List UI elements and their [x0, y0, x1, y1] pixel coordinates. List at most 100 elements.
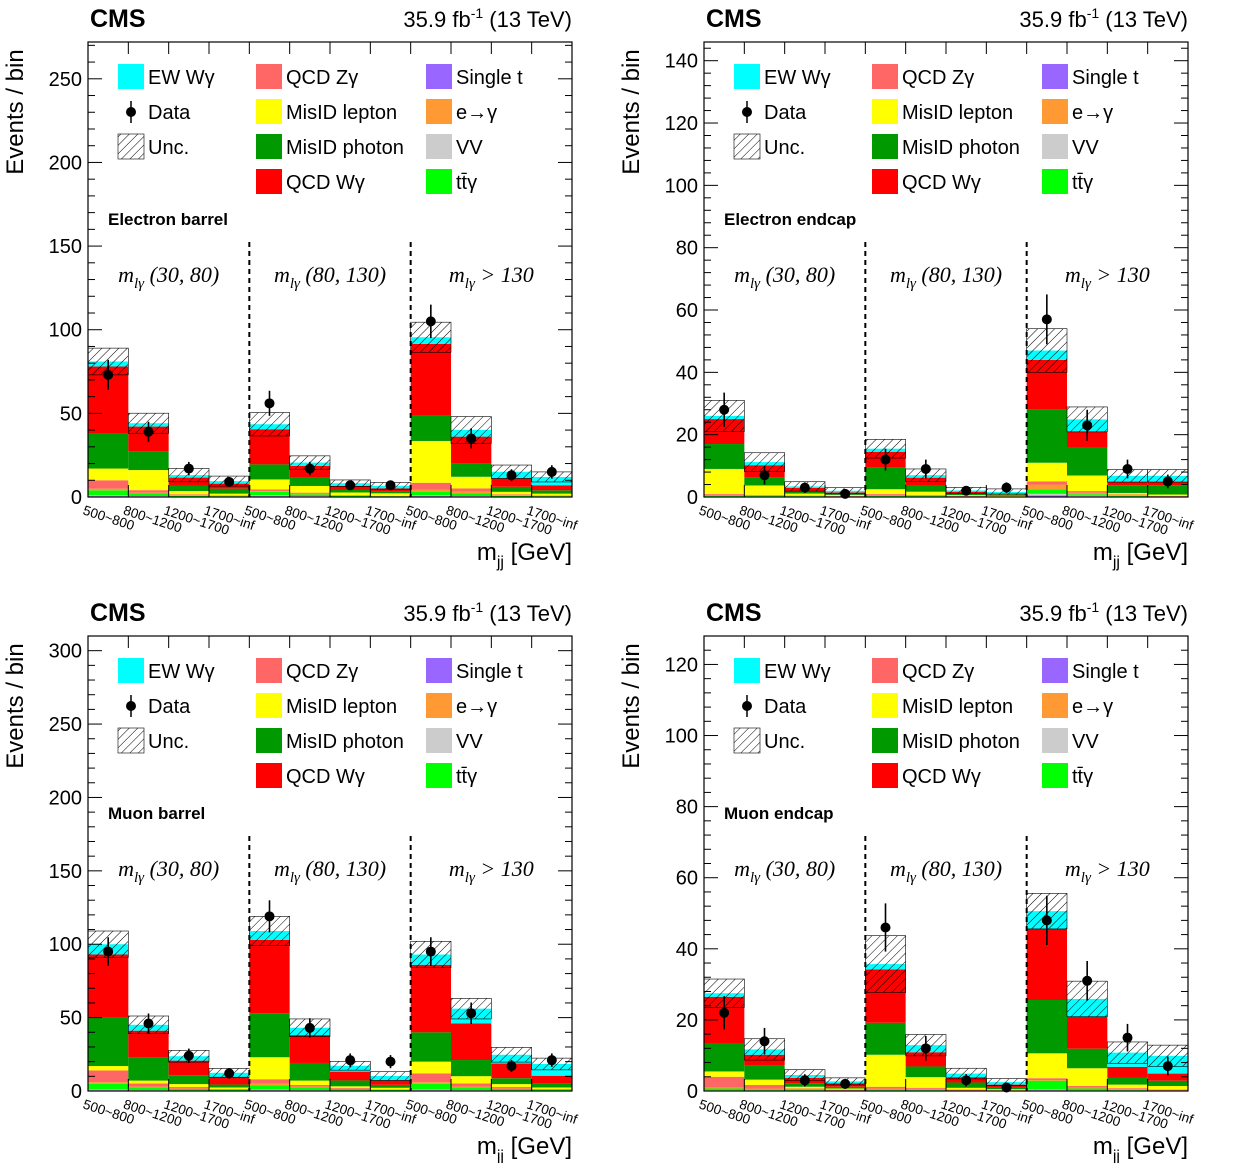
bar-segment — [905, 1066, 946, 1078]
data-point — [920, 463, 931, 474]
legend-label-vv: VV — [1072, 731, 1099, 753]
bar-segment — [704, 493, 745, 495]
data-point — [183, 1050, 194, 1061]
region-range: > 130 — [475, 262, 534, 287]
data-point — [103, 369, 114, 380]
bar-segment — [491, 494, 532, 496]
y-tick-label: 250 — [49, 69, 82, 91]
bar-segment — [905, 495, 946, 497]
legend-swatch-st — [426, 64, 452, 89]
y-tick-label: 120 — [665, 113, 698, 135]
bar-segment — [531, 495, 572, 496]
data-point — [880, 922, 891, 933]
bar-segment — [1067, 491, 1108, 493]
legend-label-st: Single t — [1072, 661, 1139, 683]
legend-label-unc: Unc. — [764, 731, 805, 753]
bar-segment — [825, 1088, 866, 1090]
region-var-sub: lγ — [134, 870, 145, 886]
legend-label-misp: MisID photon — [902, 731, 1020, 753]
x-axis-label: mjj [GeV] — [1093, 539, 1188, 571]
bar-segment — [249, 489, 290, 492]
bar-segment — [128, 1086, 169, 1088]
data-point — [880, 454, 891, 465]
bar-segment — [865, 495, 906, 497]
legend-label-qcdz: QCD Zγ — [286, 661, 358, 683]
lumi-unit-exp: -1 — [471, 5, 484, 21]
legend-swatch-st — [426, 658, 452, 683]
legend-swatch-eg — [1042, 99, 1068, 124]
bar-segment — [168, 1060, 209, 1076]
data-point — [546, 466, 557, 477]
legend-swatch-misp — [256, 728, 282, 753]
bar-segment — [209, 493, 250, 496]
region-var: m — [449, 262, 465, 287]
bar-segment — [289, 494, 330, 496]
bar-segment — [289, 493, 330, 495]
bar-segment — [1107, 1077, 1148, 1085]
bar-segment — [330, 495, 371, 497]
cms-label: CMS — [706, 5, 762, 33]
bar-segment — [491, 1078, 532, 1085]
region-var-sub: lγ — [290, 870, 301, 886]
bar-segment — [704, 1076, 745, 1088]
data-point — [506, 1061, 517, 1072]
bar-segment — [1026, 462, 1067, 482]
data-point — [183, 463, 194, 474]
data-point — [345, 480, 356, 491]
data-point — [1122, 463, 1133, 474]
data-point — [799, 482, 810, 493]
x-axis-var: m — [477, 539, 497, 566]
panel-title: Muon endcap — [724, 804, 834, 823]
bar-segment — [410, 491, 451, 496]
bar-segment — [128, 1083, 169, 1087]
legend-swatch-eg — [426, 99, 452, 124]
bar-segment — [209, 1089, 250, 1091]
bar-segment — [865, 1086, 906, 1089]
y-tick-label: 50 — [60, 1008, 82, 1030]
x-axis-label: mjj [GeV] — [477, 539, 572, 571]
region-range: (80, 130) — [300, 856, 386, 881]
bar-segment — [249, 1083, 290, 1086]
region-label: mlγ > 130 — [1065, 262, 1150, 292]
bar-segment — [451, 1060, 492, 1077]
energy-label: (13 TeV) — [1099, 7, 1188, 32]
bar-segment — [1107, 1088, 1148, 1090]
bar-segment — [249, 1013, 290, 1058]
y-tick-label: 120 — [665, 654, 698, 676]
bar-segment — [370, 1087, 411, 1090]
bar-segment — [289, 477, 330, 486]
bar-segment — [905, 1077, 946, 1088]
legend-swatch-unc — [117, 133, 145, 160]
bar-segment — [88, 1083, 129, 1090]
bar-segment — [330, 1080, 371, 1087]
bar-segment — [1067, 495, 1108, 497]
legend-swatch-misp — [256, 134, 282, 159]
bar-segment — [946, 1089, 987, 1091]
bar-segment — [370, 1080, 411, 1085]
lumi-unit-exp: -1 — [1087, 5, 1100, 21]
bar-segment — [168, 1088, 209, 1091]
data-point — [719, 404, 730, 415]
bar-segment — [451, 1023, 492, 1061]
y-tick-label: 100 — [665, 726, 698, 748]
data-point — [385, 480, 396, 491]
chart-panel-4: 020406080100120500~800800~12001200~17001… — [618, 599, 1195, 1163]
bar-segment — [289, 492, 330, 494]
legend-label-ttg: tt̄γ — [456, 766, 477, 788]
bar-segment — [865, 494, 906, 496]
legend-label-vv: VV — [456, 137, 483, 159]
bar-segment — [370, 491, 411, 494]
bar-segment — [128, 490, 169, 493]
region-label: mlγ > 130 — [449, 262, 534, 292]
lumi-unit-exp: -1 — [471, 599, 484, 615]
data-point — [143, 1018, 154, 1029]
bar-segment — [168, 495, 209, 497]
bar-segment — [1067, 1088, 1108, 1091]
bar-segment — [491, 495, 532, 497]
legend-label-qcdw: QCD Wγ — [286, 766, 365, 788]
bar-segment — [168, 495, 209, 496]
legend-swatch-qcdz — [872, 64, 898, 89]
legend-marker-data — [126, 107, 136, 117]
bar-segment — [168, 485, 209, 491]
bar-segment — [128, 1080, 169, 1084]
